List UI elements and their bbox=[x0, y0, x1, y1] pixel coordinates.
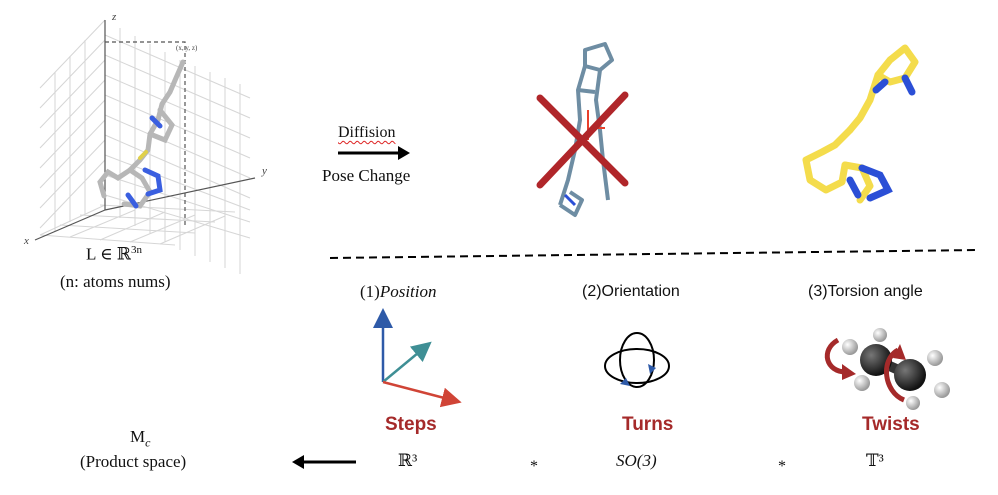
ligand-space-text: L ∈ ℝ bbox=[86, 244, 131, 264]
steps-label: Steps bbox=[385, 414, 437, 435]
diffusion-label: Diffision bbox=[338, 124, 396, 141]
group-r3: ℝ³ bbox=[398, 451, 418, 470]
position-math: Position bbox=[379, 282, 437, 301]
product-operator-2: * bbox=[778, 458, 786, 475]
point-label: (x, y, z) bbox=[176, 44, 198, 52]
axis-z-label: z bbox=[111, 11, 117, 23]
group-so3: SO(3) bbox=[616, 451, 657, 470]
twists-label: Twists bbox=[862, 414, 920, 435]
component-title-position: (1)Position bbox=[360, 282, 437, 302]
axis-x-label: x bbox=[23, 235, 29, 247]
axis-y-label: y bbox=[261, 165, 267, 177]
cross-icon bbox=[536, 91, 629, 189]
product-operator-1: * bbox=[530, 458, 538, 475]
product-symbol: Mc bbox=[130, 427, 150, 450]
molecule-3d-icon bbox=[97, 59, 186, 209]
ligand-note: (n: atoms nums) bbox=[60, 272, 171, 291]
position-prefix: (1) bbox=[360, 282, 380, 301]
turns-label: Turns bbox=[622, 414, 674, 435]
ligand-space-label: L ∈ ℝ3n bbox=[86, 244, 142, 265]
component-title-orientation: (2)Orientation bbox=[582, 283, 680, 300]
product-symbol-text: M bbox=[130, 427, 146, 446]
ligand-space-sup: 3n bbox=[130, 244, 142, 256]
product-label: (Product space) bbox=[80, 452, 187, 471]
group-t3: 𝕋³ bbox=[866, 451, 884, 470]
component-title-torsion: (3)Torsion angle bbox=[808, 283, 923, 300]
product-subscript: c bbox=[145, 435, 151, 450]
pose-change-label: Pose Change bbox=[322, 166, 411, 185]
